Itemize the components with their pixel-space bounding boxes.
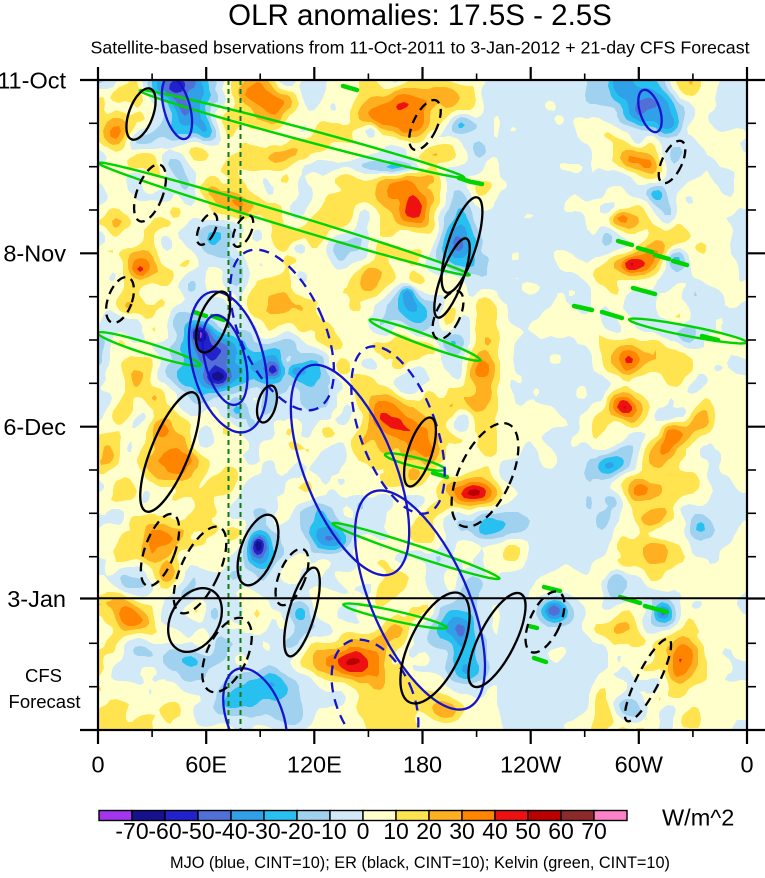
svg-text:-60: -60: [148, 818, 181, 844]
svg-text:120E: 120E: [287, 752, 342, 778]
svg-text:10: 10: [383, 818, 409, 844]
svg-text:120W: 120W: [500, 752, 562, 778]
svg-text:CFS: CFS: [25, 665, 62, 686]
svg-text:Forecast: Forecast: [9, 691, 81, 712]
svg-text:60E: 60E: [185, 752, 227, 778]
svg-text:Satellite-based bservations fr: Satellite-based bservations from 11-Oct-…: [90, 38, 749, 58]
svg-text:3-Jan: 3-Jan: [7, 586, 66, 612]
svg-text:-50: -50: [181, 818, 214, 844]
svg-text:6-Dec: 6-Dec: [3, 414, 66, 440]
svg-text:8-Nov: 8-Nov: [3, 241, 66, 267]
svg-text:20: 20: [416, 818, 442, 844]
svg-text:W/m^2: W/m^2: [662, 805, 734, 831]
svg-text:70: 70: [581, 818, 607, 844]
svg-text:60W: 60W: [615, 752, 664, 778]
svg-text:180: 180: [403, 752, 442, 778]
svg-text:40: 40: [482, 818, 508, 844]
svg-text:-10: -10: [313, 818, 346, 844]
svg-text:-30: -30: [247, 818, 280, 844]
svg-text:0: 0: [740, 752, 753, 778]
svg-text:-40: -40: [214, 818, 247, 844]
svg-text:OLR anomalies: 17.5S - 2.5S: OLR anomalies: 17.5S - 2.5S: [228, 0, 612, 32]
svg-text:MJO (blue, CINT=10); ER (black: MJO (blue, CINT=10); ER (black, CINT=10)…: [170, 854, 670, 872]
svg-text:50: 50: [515, 818, 541, 844]
svg-text:0: 0: [91, 752, 104, 778]
svg-text:-20: -20: [280, 818, 313, 844]
svg-text:0: 0: [357, 818, 370, 844]
svg-text:11-Oct: 11-Oct: [0, 67, 66, 93]
svg-text:-70: -70: [115, 818, 148, 844]
svg-text:60: 60: [548, 818, 574, 844]
svg-text:30: 30: [449, 818, 475, 844]
